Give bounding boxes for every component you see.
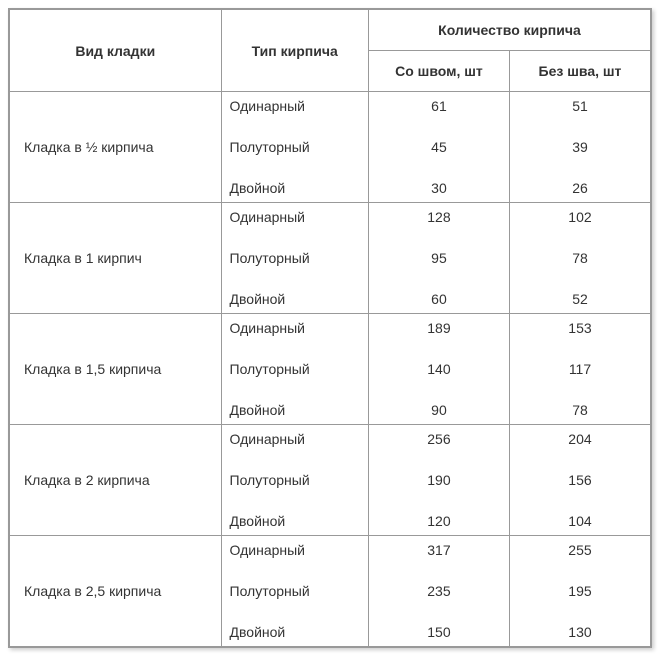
brick-type-value: Полуторный [230, 133, 360, 161]
with-seam-cell: 317 235 150 [368, 536, 509, 647]
with-seam-cell: 128 95 60 [368, 203, 509, 314]
brick-type-value: Одинарный [230, 536, 360, 564]
masonry-cell: Кладка в ½ кирпича [10, 92, 222, 203]
brick-type-cell: Одинарный Полуторный Двойной [221, 92, 368, 203]
without-seam-cell: 153 117 78 [509, 314, 650, 425]
without-seam-value: 78 [510, 396, 650, 424]
table-row: Кладка в 1 кирпич Одинарный Полуторный Двой… [10, 203, 651, 314]
table-row: Кладка в 2,5 кирпича Одинарный Полуторный Д… [10, 536, 651, 647]
without-seam-cell: 51 39 26 [509, 92, 650, 203]
header-brick-qty: Количество кирпича [368, 10, 650, 51]
without-seam-cell: 102 78 52 [509, 203, 650, 314]
without-seam-cell: 255 195 130 [509, 536, 650, 647]
with-seam-value: 189 [369, 314, 509, 342]
brick-type-value: Одинарный [230, 314, 360, 342]
brick-type-value: Двойной [230, 285, 360, 313]
brick-type-value: Полуторный [230, 577, 360, 605]
brick-type-value: Двойной [230, 396, 360, 424]
header-masonry-type: Вид кладки [10, 10, 222, 92]
table-row: Кладка в 1,5 кирпича Одинарный Полуторный Д… [10, 314, 651, 425]
without-seam-value: 102 [510, 203, 650, 231]
with-seam-value: 128 [369, 203, 509, 231]
with-seam-value: 150 [369, 618, 509, 646]
masonry-cell: Кладка в 2,5 кирпича [10, 536, 222, 647]
brick-type-cell: Одинарный Полуторный Двойной [221, 203, 368, 314]
without-seam-value: 255 [510, 536, 650, 564]
without-seam-value: 156 [510, 466, 650, 494]
brick-table-container: Вид кладки Тип кирпича Количество кирпич… [8, 8, 652, 648]
with-seam-value: 256 [369, 425, 509, 453]
header-without-seam: Без шва, шт [509, 51, 650, 92]
without-seam-value: 78 [510, 244, 650, 272]
with-seam-value: 120 [369, 507, 509, 535]
with-seam-value: 235 [369, 577, 509, 605]
brick-type-cell: Одинарный Полуторный Двойной [221, 536, 368, 647]
without-seam-value: 130 [510, 618, 650, 646]
brick-type-cell: Одинарный Полуторный Двойной [221, 425, 368, 536]
without-seam-value: 52 [510, 285, 650, 313]
without-seam-value: 153 [510, 314, 650, 342]
masonry-cell: Кладка в 1 кирпич [10, 203, 222, 314]
without-seam-value: 51 [510, 92, 650, 120]
table-body: Кладка в ½ кирпича Одинарный Полуторный Дво… [10, 92, 651, 647]
without-seam-value: 26 [510, 174, 650, 202]
table-row: Кладка в 2 кирпича Одинарный Полуторный Дво… [10, 425, 651, 536]
with-seam-value: 90 [369, 396, 509, 424]
brick-type-value: Полуторный [230, 355, 360, 383]
with-seam-value: 30 [369, 174, 509, 202]
header-brick-type: Тип кирпича [221, 10, 368, 92]
without-seam-cell: 204 156 104 [509, 425, 650, 536]
masonry-cell: Кладка в 1,5 кирпича [10, 314, 222, 425]
brick-type-value: Двойной [230, 174, 360, 202]
without-seam-value: 204 [510, 425, 650, 453]
header-row-1: Вид кладки Тип кирпича Количество кирпич… [10, 10, 651, 51]
brick-type-value: Одинарный [230, 92, 360, 120]
with-seam-cell: 189 140 90 [368, 314, 509, 425]
header-with-seam: Со швом, шт [368, 51, 509, 92]
brick-type-value: Двойной [230, 507, 360, 535]
with-seam-value: 190 [369, 466, 509, 494]
with-seam-cell: 256 190 120 [368, 425, 509, 536]
without-seam-value: 39 [510, 133, 650, 161]
brick-type-value: Полуторный [230, 244, 360, 272]
with-seam-value: 317 [369, 536, 509, 564]
without-seam-value: 195 [510, 577, 650, 605]
table-row: Кладка в ½ кирпича Одинарный Полуторный Дво… [10, 92, 651, 203]
masonry-cell: Кладка в 2 кирпича [10, 425, 222, 536]
brick-type-value: Полуторный [230, 466, 360, 494]
with-seam-cell: 61 45 30 [368, 92, 509, 203]
with-seam-value: 61 [369, 92, 509, 120]
without-seam-value: 104 [510, 507, 650, 535]
with-seam-value: 95 [369, 244, 509, 272]
brick-type-value: Одинарный [230, 203, 360, 231]
without-seam-value: 117 [510, 355, 650, 383]
with-seam-value: 60 [369, 285, 509, 313]
brick-table: Вид кладки Тип кирпича Количество кирпич… [9, 9, 651, 647]
with-seam-value: 45 [369, 133, 509, 161]
with-seam-value: 140 [369, 355, 509, 383]
brick-type-cell: Одинарный Полуторный Двойной [221, 314, 368, 425]
brick-type-value: Двойной [230, 618, 360, 646]
brick-type-value: Одинарный [230, 425, 360, 453]
